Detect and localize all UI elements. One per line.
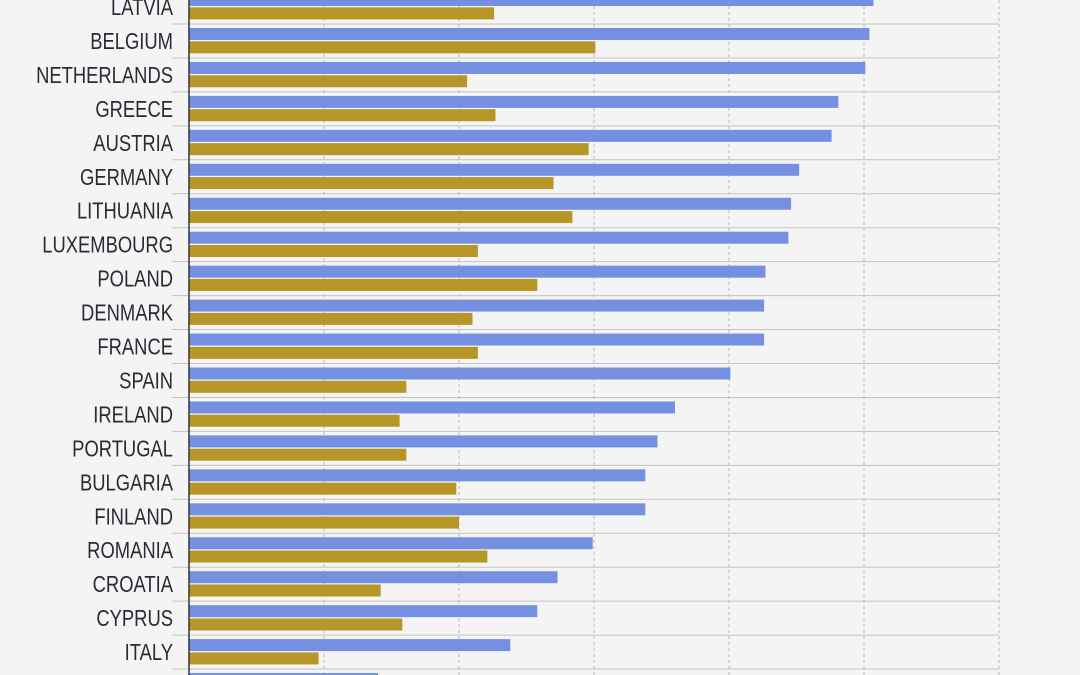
category-label: SPAIN (119, 369, 173, 394)
bar-gold (189, 109, 496, 122)
bar-blue (189, 639, 511, 652)
bar-blue (189, 61, 866, 74)
category-label: LITHUANIA (77, 199, 173, 224)
bar-blue (189, 129, 832, 142)
bar-blue (189, 435, 658, 448)
bar-gold (189, 482, 457, 495)
category-label: GREECE (95, 97, 173, 122)
bar-blue (189, 0, 874, 7)
bar-blue (189, 95, 839, 108)
category-label: ITALY (125, 640, 173, 665)
bar-blue (189, 537, 593, 550)
bar-gold (189, 380, 407, 393)
bar-blue (189, 231, 789, 244)
bar-blue (189, 163, 800, 176)
bar-gold (189, 448, 407, 461)
bar-blue (189, 299, 765, 312)
bar-blue (189, 333, 765, 346)
category-label: BULGARIA (80, 470, 173, 495)
bar-gold (189, 550, 488, 563)
category-label: LATVIA (111, 0, 173, 21)
bar-gold (189, 7, 495, 20)
bar-gold (189, 652, 319, 665)
category-label: DENMARK (81, 301, 173, 326)
bar-gold (189, 177, 554, 190)
bar-blue (189, 673, 378, 675)
bar-gold (189, 41, 596, 54)
bar-blue (189, 265, 766, 278)
category-label: GERMANY (80, 165, 173, 190)
category-label: BELGIUM (90, 29, 173, 54)
category-label: POLAND (97, 267, 173, 292)
bar-blue (189, 605, 538, 618)
category-label: LUXEMBOURG (42, 233, 173, 258)
bar-gold (189, 143, 589, 156)
bar-blue (189, 571, 558, 584)
category-label: AUSTRIA (93, 131, 173, 156)
bar-blue (189, 469, 646, 482)
bar-gold (189, 75, 468, 88)
category-label: PORTUGAL (72, 436, 173, 461)
category-label: FINLAND (94, 504, 173, 529)
category-label: IRELAND (93, 403, 173, 428)
bar-gold (189, 245, 478, 257)
bar-gold (189, 584, 381, 597)
category-label: FRANCE (97, 335, 173, 360)
bar-gold (189, 618, 403, 631)
bar-blue (189, 28, 870, 40)
bar-gold (189, 346, 478, 359)
bar-gold (189, 312, 473, 325)
bar-blue (189, 367, 731, 380)
bar-gold (189, 278, 538, 291)
bar-gold (189, 414, 400, 427)
category-label: ROMANIA (87, 538, 173, 563)
bar-blue (189, 197, 792, 210)
category-label: NETHERLANDS (36, 63, 173, 88)
bar-gold (189, 211, 573, 224)
category-label: CYPRUS (96, 606, 173, 631)
bar-blue (189, 503, 646, 516)
bar-blue (189, 401, 675, 414)
bar-gold (189, 516, 459, 529)
category-label: CROATIA (93, 572, 173, 597)
